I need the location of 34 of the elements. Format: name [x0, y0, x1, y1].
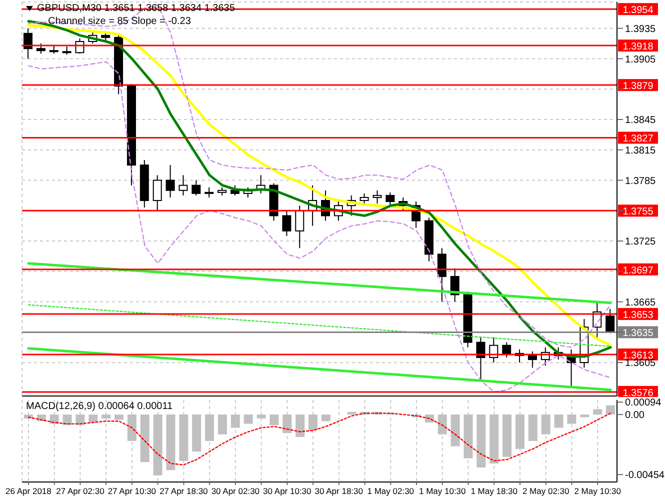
x-tick-label: 2 May 02:30 — [522, 486, 570, 496]
x-tick-label: 26 Apr 2018 — [6, 486, 52, 496]
ref-line-label: 1.3879 — [622, 81, 654, 92]
y-tick-label: 1.3725 — [625, 236, 656, 248]
ref-line-label: 1.3918 — [622, 42, 654, 53]
chart-title: MACD(12,26,9) 0.00064 0.00011 — [26, 400, 173, 413]
y-tick-label: 0.00094 — [625, 398, 662, 409]
y-tick-label: 0.00 — [625, 410, 645, 422]
ref-line-label: 1.3576 — [622, 388, 654, 399]
ref-line-label: 1.3954 — [622, 5, 654, 16]
x-tick-label: 30 Apr 02:30 — [211, 486, 260, 496]
x-tick-label: 1 May 10:30 — [418, 486, 466, 496]
ref-line-label: 1.3653 — [622, 310, 654, 321]
x-tick-label: 30 Apr 18:30 — [314, 486, 364, 496]
y-tick-label: -0.00454 — [625, 470, 665, 482]
ref-line-label: 1.3697 — [622, 265, 654, 276]
x-tick-label: 1 May 02:30 — [367, 486, 414, 496]
y-tick-label: 1.3665 — [625, 297, 656, 308]
x-tick-label: 27 Apr 18:30 — [160, 486, 208, 496]
y-tick-label: 1.3935 — [625, 24, 656, 35]
y-tick-label: 1.3605 — [625, 358, 656, 370]
ref-line-label: 1.3635 — [622, 328, 654, 340]
text: Channel size = 85 Slope = -0.23 — [48, 15, 192, 28]
ref-line-label: 1.3755 — [622, 206, 654, 218]
x-tick-label: 30 Apr 10:30 — [263, 486, 312, 496]
y-tick-label: 1.3785 — [625, 176, 656, 187]
y-tick-label: 1.3905 — [625, 54, 656, 66]
ref-line-label: 1.3827 — [622, 134, 654, 145]
x-tick-label: 1 May 18:30 — [470, 486, 518, 496]
x-tick-label: 27 Apr 10:30 — [108, 486, 156, 496]
y-tick-label: 1.3815 — [625, 145, 656, 156]
x-tick-label: 27 Apr 02:30 — [56, 486, 105, 496]
y-tick-label: 1.3845 — [625, 115, 656, 126]
x-tick-label: 2 May 10:30 — [574, 486, 622, 496]
